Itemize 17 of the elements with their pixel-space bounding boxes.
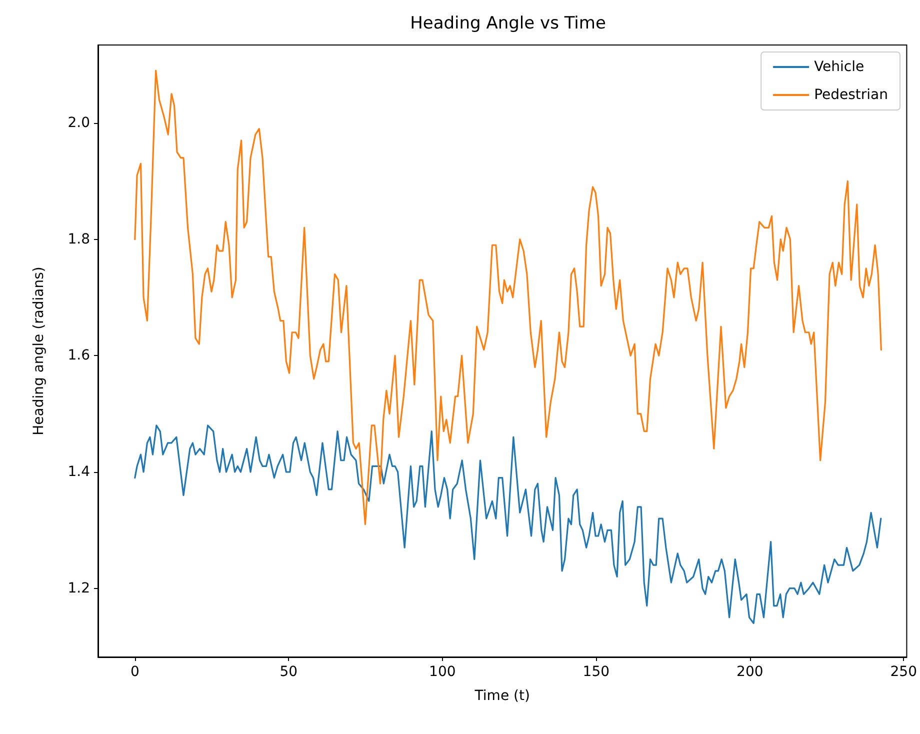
chart-title: Heading Angle vs Time [410,14,606,34]
y-axis-title: Heading angle (radians) [31,266,47,436]
legend-label: Vehicle [814,59,864,75]
x-axis-title: Time (t) [474,688,530,704]
y-tick-label: 1.6 [68,348,90,364]
y-tick-label: 1.4 [68,464,90,480]
legend-label: Pedestrian [814,87,888,103]
x-tick-label: 250 [890,664,918,680]
x-tick-label: 100 [429,664,456,680]
x-tick-label: 150 [582,664,610,680]
y-tick-label: 1.8 [68,231,90,248]
y-tick-label: 2.0 [68,114,90,131]
y-tick-label: 1.2 [68,580,90,596]
x-tick-label: 50 [280,664,298,680]
line-series [134,424,882,624]
x-tick-label: 200 [736,664,764,680]
x-tick-label: 0 [130,664,140,680]
